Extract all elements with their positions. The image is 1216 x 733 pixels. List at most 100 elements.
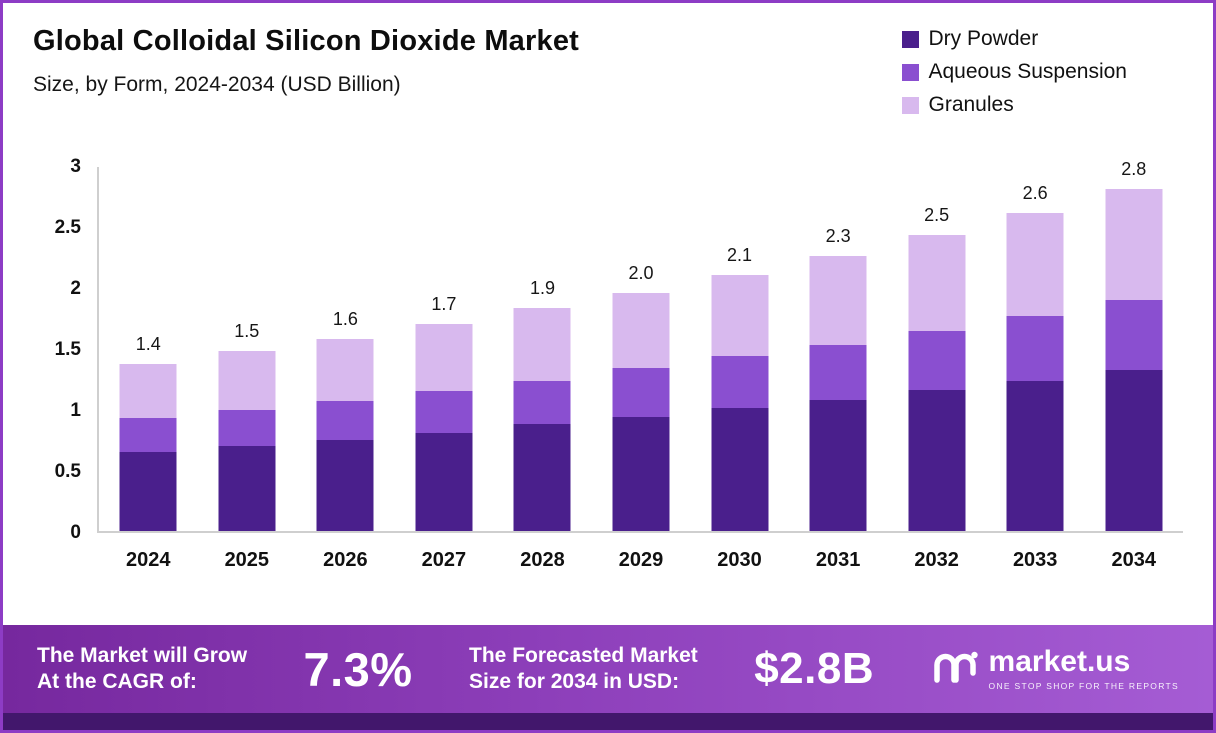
x-label-2034: 2034 bbox=[1111, 549, 1156, 571]
market-us-logo-icon bbox=[931, 649, 979, 690]
y-tick-3: 3 bbox=[70, 156, 81, 177]
x-label-2031: 2031 bbox=[815, 549, 861, 571]
y-tick-1.5: 1.5 bbox=[54, 339, 81, 360]
bar-2032-aqueous-suspension bbox=[908, 330, 966, 391]
bar-group-2027: 1.7 bbox=[395, 167, 494, 531]
x-label-2029: 2029 bbox=[618, 549, 664, 571]
bar-2033-dry-powder bbox=[1006, 380, 1064, 531]
x-label-2024: 2024 bbox=[126, 549, 171, 571]
bar-2024-granules bbox=[119, 363, 177, 419]
legend-swatch-granules bbox=[901, 96, 919, 114]
bar-total-label-2028: 1.9 bbox=[529, 277, 555, 298]
forecast-label-line2: Size for 2034 in USD: bbox=[469, 670, 680, 693]
chart-subtitle: Size, by Form, 2024-2034 (USD Billion) bbox=[33, 73, 401, 96]
cagr-label-line1: The Market will Grow bbox=[37, 643, 248, 667]
x-label-2030: 2030 bbox=[717, 549, 762, 571]
bar-group-2026: 1.6 bbox=[296, 167, 395, 531]
title-block: Global Colloidal Silicon Dioxide Market … bbox=[33, 25, 579, 97]
bar-2027-dry-powder bbox=[415, 432, 473, 531]
x-label-2032: 2032 bbox=[914, 549, 959, 571]
bar-2029-aqueous-suspension bbox=[612, 368, 670, 417]
legend-item-granules: Granules bbox=[901, 93, 1128, 117]
cagr-label: The Market will Grow At the CAGR of: bbox=[37, 643, 247, 696]
y-tick-0: 0 bbox=[70, 522, 81, 543]
bar-2032-granules bbox=[908, 234, 966, 331]
bar-2027-granules bbox=[415, 323, 473, 392]
bar-total-label-2029: 2.0 bbox=[628, 263, 654, 284]
brand-tagline: ONE STOP SHOP FOR THE REPORTS bbox=[988, 681, 1179, 691]
x-axis: 2024 2025 2026 2027 2028 2029 2030 2031 2032 2033… bbox=[97, 543, 1183, 577]
bar-2031-aqueous-suspension bbox=[809, 345, 867, 400]
bar-2025-granules bbox=[218, 351, 276, 410]
bar-total-label-2031: 2.3 bbox=[825, 225, 851, 246]
y-tick-2: 2 bbox=[70, 278, 81, 299]
bar-2030-granules bbox=[711, 275, 769, 357]
chart-legend: Dry Powder Aqueous Suspension Granules bbox=[901, 25, 1184, 117]
chart-header: Global Colloidal Silicon Dioxide Market … bbox=[33, 25, 1183, 117]
bar-2024-aqueous-suspension bbox=[119, 418, 177, 453]
bar-total-label-2030: 2.1 bbox=[727, 245, 753, 265]
forecast-label-line1: The Forecasted Market bbox=[469, 643, 698, 667]
x-label-2027: 2027 bbox=[421, 549, 467, 571]
brand-name: market.us bbox=[988, 645, 1131, 678]
legend-swatch-dry-powder bbox=[901, 30, 919, 48]
y-axis: 0 0.5 1 1.5 2 2.5 3 bbox=[33, 156, 97, 543]
bar-total-label-2026: 1.6 bbox=[332, 309, 358, 330]
bar-2034-granules bbox=[1105, 188, 1163, 301]
bar-total-label-2034: 2.8 bbox=[1121, 158, 1147, 179]
bar-group-2025: 1.5 bbox=[198, 167, 297, 531]
bar-group-2033: 2.6 bbox=[986, 167, 1085, 531]
bar-2031-dry-powder bbox=[809, 399, 867, 531]
bar-2025-dry-powder bbox=[218, 446, 276, 531]
chart-section: Global Colloidal Silicon Dioxide Market … bbox=[3, 3, 1213, 625]
forecast-label: The Forecasted Market Size for 2034 in U… bbox=[469, 643, 698, 696]
bar-total-label-2032: 2.5 bbox=[924, 204, 950, 225]
bar-group-2029: 2.0 bbox=[592, 167, 691, 531]
bar-2029-granules bbox=[612, 293, 670, 369]
footer-bottom-strip bbox=[3, 713, 1213, 730]
bar-2027-aqueous-suspension bbox=[415, 391, 473, 433]
cagr-label-line2: At the CAGR of: bbox=[37, 670, 197, 693]
y-tick-1: 1 bbox=[70, 400, 81, 421]
brand-text: market.us ONE STOP SHOP FOR THE REPORTS bbox=[988, 645, 1179, 692]
chart-area: 0 0.5 1 1.5 2 2.5 3 1.4 1.5 1.6 1.7 1.9 2.0 2.1 2.3 2.… bbox=[33, 156, 1183, 577]
x-label-2028: 2028 bbox=[520, 549, 565, 571]
plot-column: 1.4 1.5 1.6 1.7 1.9 2.0 2.1 2.3 2.5 2.6 2.8 2024 20… bbox=[97, 159, 1183, 577]
bar-2033-aqueous-suspension bbox=[1006, 316, 1064, 381]
bar-2026-granules bbox=[316, 339, 374, 402]
legend-item-aqueous-suspension: Aqueous Suspension bbox=[901, 60, 1128, 84]
bar-2032-dry-powder bbox=[908, 390, 966, 531]
legend-label: Granules bbox=[928, 93, 1014, 116]
legend-label: Dry Powder bbox=[928, 27, 1039, 50]
y-tick-0.5: 0.5 bbox=[54, 461, 81, 482]
legend-label: Aqueous Suspension bbox=[928, 60, 1128, 83]
bar-total-label-2024: 1.4 bbox=[135, 333, 161, 354]
bar-2026-dry-powder bbox=[316, 440, 374, 531]
bar-2028-granules bbox=[513, 307, 571, 381]
bar-2034-aqueous-suspension bbox=[1105, 300, 1163, 370]
bar-group-2031: 2.3 bbox=[789, 167, 888, 531]
bar-total-label-2027: 1.7 bbox=[431, 293, 457, 314]
bar-2031-granules bbox=[809, 255, 867, 346]
x-label-2033: 2033 bbox=[1012, 549, 1058, 571]
bar-total-label-2033: 2.6 bbox=[1022, 183, 1048, 204]
bar-2028-dry-powder bbox=[513, 424, 571, 531]
bar-2029-dry-powder bbox=[612, 416, 670, 531]
bar-group-2030: 2.1 bbox=[690, 167, 789, 531]
bar-2030-dry-powder bbox=[711, 408, 769, 531]
legend-swatch-aqueous-suspension bbox=[901, 63, 919, 81]
footer-banner: The Market will Grow At the CAGR of: 7.3… bbox=[3, 625, 1213, 713]
plot-area: 1.4 1.5 1.6 1.7 1.9 2.0 2.1 2.3 2.5 2.6 2.8 bbox=[97, 159, 1183, 533]
bar-total-label-2025: 1.5 bbox=[234, 321, 260, 342]
bar-2034-dry-powder bbox=[1105, 369, 1163, 531]
bar-group-2034: 2.8 bbox=[1084, 159, 1183, 531]
y-tick-2.5: 2.5 bbox=[54, 217, 81, 238]
bar-2033-granules bbox=[1006, 213, 1064, 317]
bar-2028-aqueous-suspension bbox=[513, 380, 571, 425]
cagr-value: 7.3% bbox=[303, 642, 413, 696]
x-label-2025: 2025 bbox=[224, 549, 270, 571]
legend-item-dry-powder: Dry Powder bbox=[901, 27, 1128, 51]
bar-group-2024: 1.4 bbox=[99, 167, 198, 531]
x-label-2026: 2026 bbox=[323, 549, 368, 571]
